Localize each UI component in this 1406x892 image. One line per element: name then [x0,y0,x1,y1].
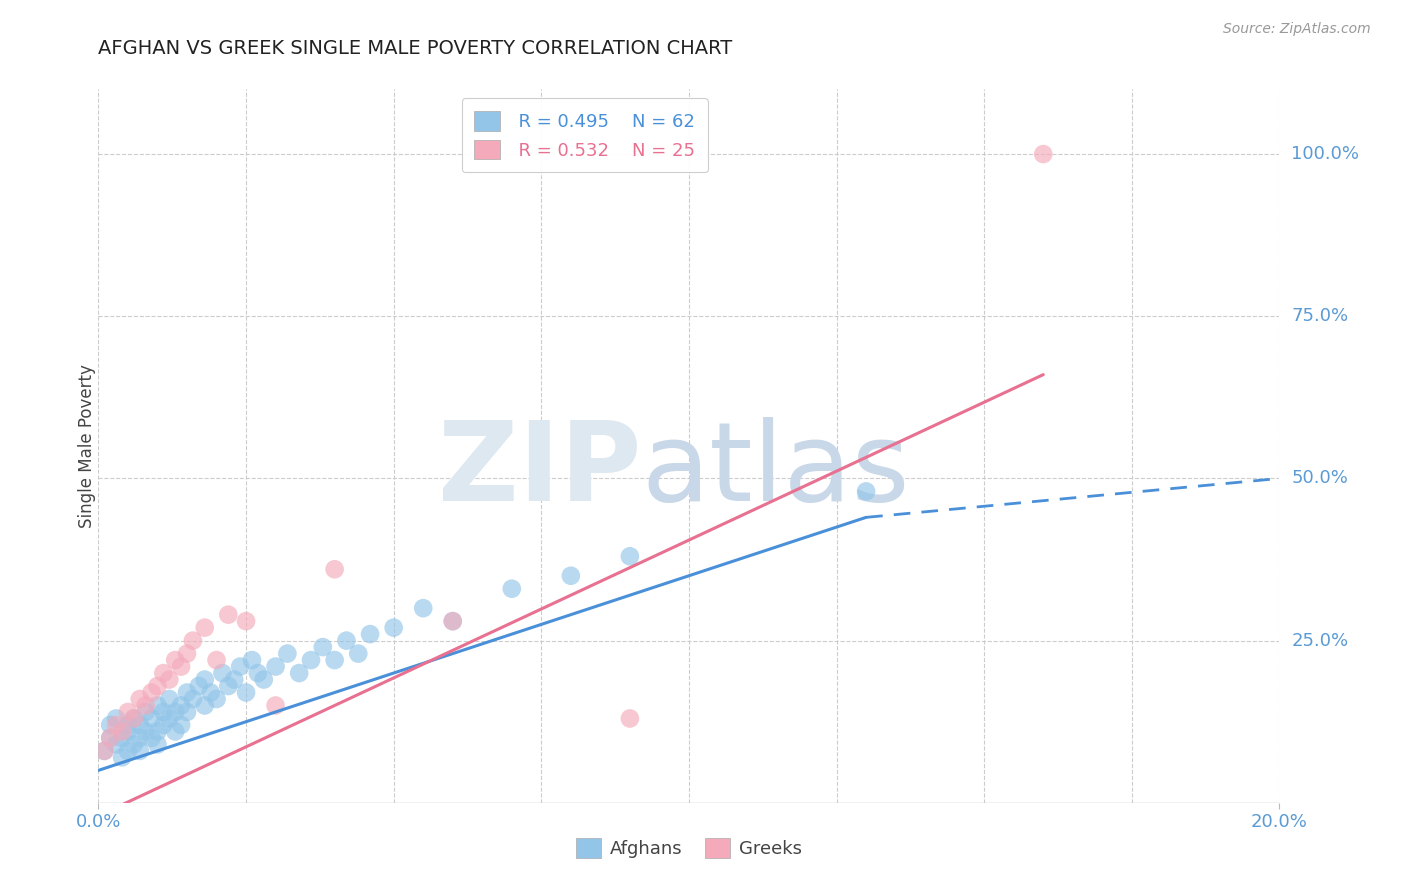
Point [141,731,163,745]
Point [335,633,357,648]
Point [146,679,169,693]
Point [194,698,217,713]
Point [165,705,187,719]
Point [181,692,204,706]
Point [235,685,257,699]
Point [135,724,157,739]
Point [117,744,139,758]
Point [105,738,128,752]
Point [122,738,145,752]
Point [619,549,641,564]
Text: 25.0%: 25.0% [1291,632,1348,649]
Point [312,640,335,654]
Point [205,653,228,667]
Text: 75.0%: 75.0% [1291,307,1348,326]
Point [217,607,239,622]
Point [152,718,174,732]
Text: atlas: atlas [641,417,910,524]
Point [98,731,121,745]
Point [128,692,150,706]
Point [441,614,464,628]
Point [323,653,346,667]
Point [93,744,115,758]
Point [412,601,434,615]
Point [235,614,257,628]
Point [146,698,169,713]
Point [299,653,322,667]
Point [135,698,157,713]
Point [264,659,287,673]
Point [619,711,641,725]
Point [229,659,252,673]
Text: AFGHAN VS GREEK SINGLE MALE POVERTY CORRELATION CHART: AFGHAN VS GREEK SINGLE MALE POVERTY CORR… [98,39,733,58]
Point [200,685,222,699]
Text: 50.0%: 50.0% [1291,469,1348,487]
Point [157,673,180,687]
Point [176,647,198,661]
Point [146,724,169,739]
Point [441,614,464,628]
Point [288,666,311,681]
Point [111,750,134,764]
Point [111,724,134,739]
Point [194,621,217,635]
Point [152,666,174,681]
Point [152,705,174,719]
Point [128,718,150,732]
Text: 100.0%: 100.0% [1291,145,1360,163]
Point [240,653,263,667]
Text: Source: ZipAtlas.com: Source: ZipAtlas.com [1223,22,1371,37]
Point [146,738,169,752]
Point [347,647,370,661]
Point [382,621,405,635]
Point [359,627,381,641]
Point [181,633,204,648]
Point [855,484,877,499]
Point [211,666,233,681]
Point [170,718,193,732]
Point [176,685,198,699]
Point [224,673,246,687]
Point [93,744,115,758]
Point [170,698,193,713]
Point [276,647,298,661]
Point [170,659,193,673]
Point [217,679,239,693]
Point [128,744,150,758]
Point [141,711,163,725]
Y-axis label: Single Male Poverty: Single Male Poverty [79,364,96,528]
Point [246,666,269,681]
Point [128,731,150,745]
Legend: Afghans, Greeks: Afghans, Greeks [569,830,808,865]
Point [117,718,139,732]
Point [157,711,180,725]
Point [105,718,128,732]
Point [165,653,187,667]
Point [122,711,145,725]
Point [122,711,145,725]
Point [135,705,157,719]
Point [187,679,209,693]
Point [141,685,163,699]
Point [176,705,198,719]
Point [560,568,582,582]
Point [117,705,139,719]
Text: ZIP: ZIP [439,417,641,524]
Point [98,718,121,732]
Point [117,724,139,739]
Point [194,673,217,687]
Point [501,582,523,596]
Point [157,692,180,706]
Point [98,731,121,745]
Point [323,562,346,576]
Point [264,698,287,713]
Point [165,724,187,739]
Point [1032,147,1054,161]
Point [111,731,134,745]
Point [205,692,228,706]
Point [105,711,128,725]
Point [253,673,276,687]
